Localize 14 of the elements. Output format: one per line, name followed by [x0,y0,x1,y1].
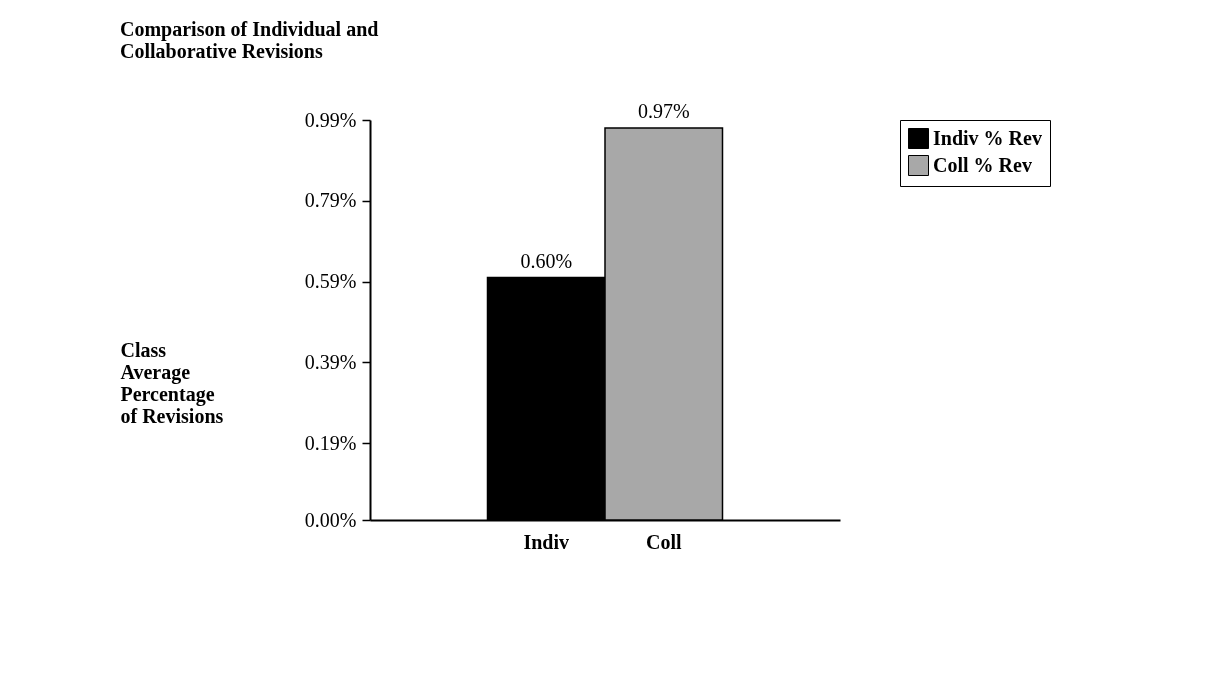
x-tick-label: Coll [645,530,682,553]
y-tick-label: 0.00% [304,508,357,531]
data-label: 0.60% [520,249,573,272]
y-axis-title: Class Average Percentage of Revisions [120,338,224,427]
text: Comparison of Individual and Collaborative Revisions [120,18,379,63]
y-tick-label: 0.99% [304,108,357,131]
y-tick-label: 0.59% [304,270,357,293]
x-tick-label: Indiv [523,530,570,553]
data-label: 0.97% [637,100,690,123]
y-tick-label: 0.19% [304,431,357,454]
legend-label: Coll % Rev [933,153,1032,176]
y-tick-label: 0.79% [304,189,357,212]
legend-label: Indiv % Rev [933,126,1042,149]
y-tick-label: 0.39% [304,350,357,373]
